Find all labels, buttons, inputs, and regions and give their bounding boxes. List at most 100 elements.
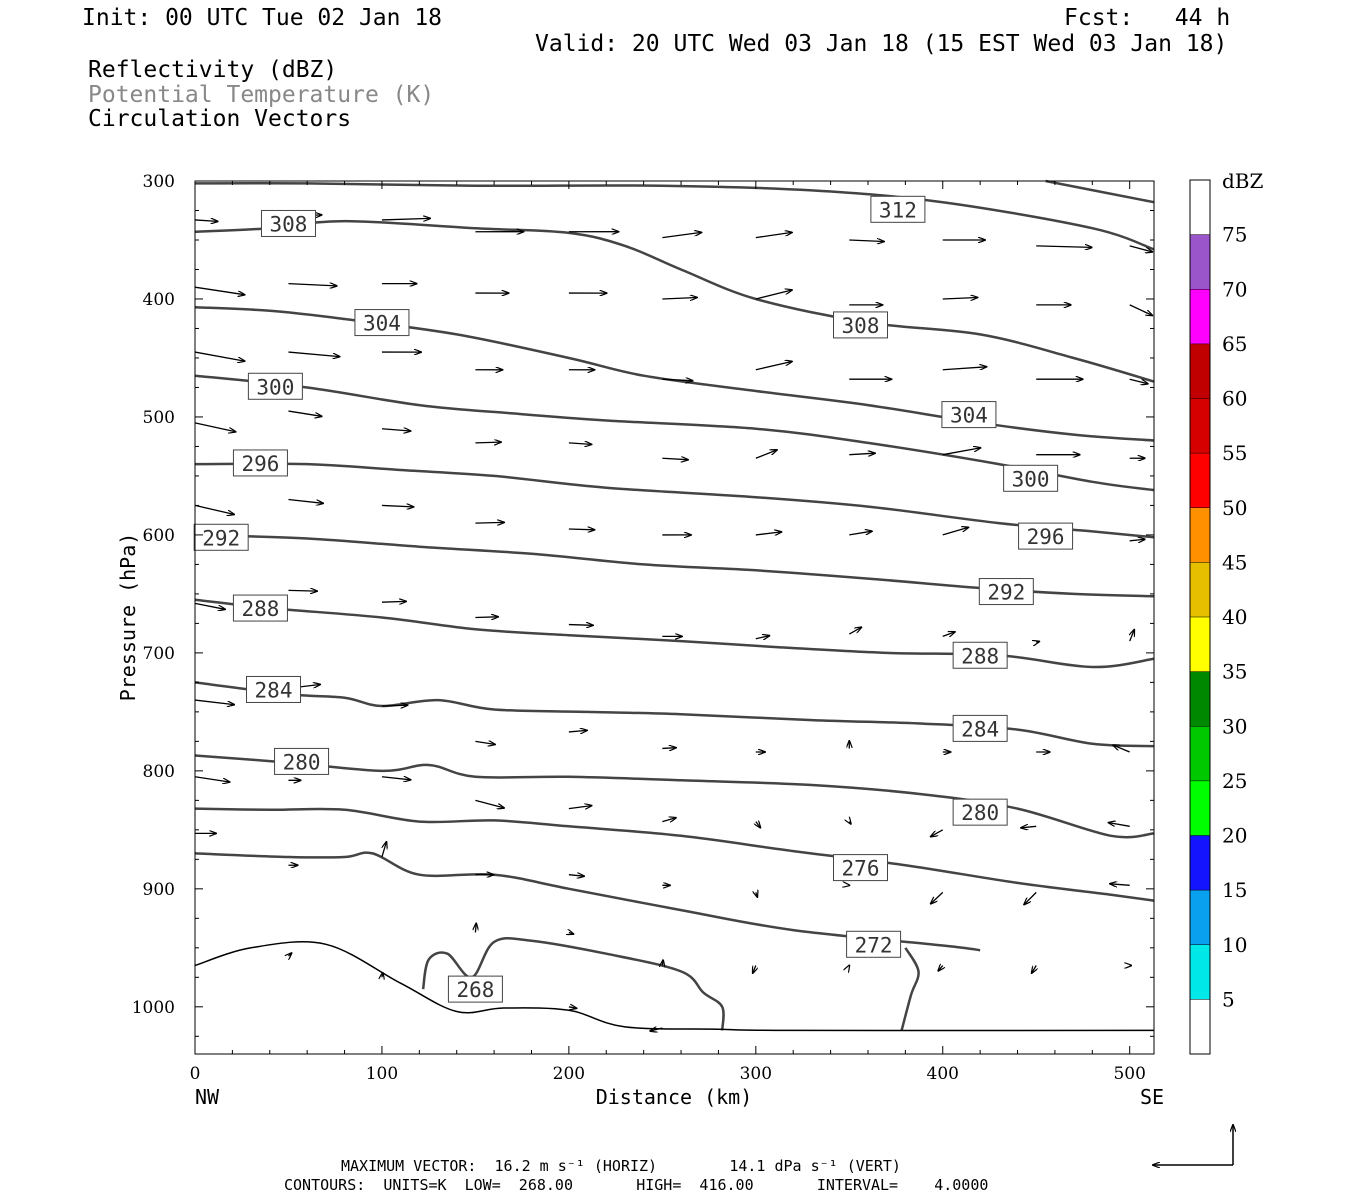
contour-label-284: 284 — [246, 675, 302, 703]
colorbar-tick-label: 65 — [1222, 332, 1247, 356]
y-tick-label: 900 — [143, 880, 175, 900]
reference-vector-icon — [1153, 1125, 1233, 1165]
circulation-vector — [1109, 823, 1130, 827]
circulation-vector — [755, 290, 792, 300]
x-tick-label: 400 — [927, 1064, 959, 1084]
y-tick-label: 800 — [143, 762, 175, 782]
contour-label-312: 312 — [870, 195, 926, 223]
contour-label-text: 284 — [961, 717, 999, 741]
contour-label-292: 292 — [193, 523, 249, 551]
contour-label-box — [447, 975, 503, 1003]
colorbar-swatch — [1190, 671, 1210, 727]
contour-label-box — [978, 578, 1034, 606]
forecast-hour: Fcst: 44 h — [1064, 5, 1231, 31]
contour-label-308: 308 — [833, 311, 889, 339]
circulation-vector — [942, 298, 978, 299]
circulation-vector — [1129, 245, 1153, 252]
circulation-vector — [662, 748, 675, 749]
contour-label-296: 296 — [232, 449, 288, 477]
circulation-vector — [1129, 378, 1148, 384]
max-vector-info: MAXIMUM VECTOR: 16.2 m s⁻¹ (HORIZ) 14.1 … — [341, 1157, 901, 1175]
circulation-vector — [662, 379, 692, 381]
theta-contour-280 — [194, 754, 1155, 839]
x-tick-label: 200 — [553, 1064, 585, 1084]
circulation-vector — [755, 636, 769, 639]
theta-contour-288 — [194, 598, 1155, 669]
circulation-vector — [662, 818, 675, 822]
colorbar-outline — [1189, 179, 1211, 1055]
circulation-vector — [931, 829, 944, 837]
theta-contour-276 — [194, 807, 1155, 902]
x-tick-label: 0 — [190, 1064, 201, 1084]
valid-time: Valid: 20 UTC Wed 03 Jan 18 (15 EST Wed … — [535, 31, 1228, 57]
circulation-vector — [1129, 304, 1153, 316]
x-tick-label: 500 — [1113, 1064, 1145, 1084]
contour-label-text: 296 — [1027, 525, 1065, 549]
circulation-vector — [475, 924, 476, 933]
contour-label-300: 300 — [1003, 464, 1059, 492]
colorbar-swatch — [1190, 562, 1210, 617]
contour-label-272: 272 — [846, 930, 902, 958]
circulation-vector — [568, 529, 595, 530]
colorbar-swatch — [1190, 835, 1210, 891]
circulation-vector — [755, 532, 781, 535]
circulation-vector — [569, 932, 574, 934]
circulation-vector — [475, 741, 494, 744]
x-tick-label: 300 — [740, 1064, 772, 1084]
circulation-vector — [849, 453, 875, 454]
circulation-vector — [662, 232, 701, 239]
colorbar-swatch — [1190, 617, 1210, 672]
contour-label-text: 268 — [456, 978, 494, 1002]
contour-info: CONTOURS: UNITS=K LOW= 268.00 HIGH= 416.… — [284, 1176, 989, 1194]
contour-label-text: 308 — [842, 314, 880, 338]
circulation-vector — [568, 1007, 577, 1008]
contour-label-box — [232, 594, 288, 622]
contour-label-text: 300 — [256, 375, 294, 399]
circulation-vector — [1129, 539, 1145, 541]
circulation-vector — [662, 960, 663, 965]
field-potential-temperature: Potential Temperature (K) — [88, 82, 435, 108]
colorbar-tick-label: 40 — [1222, 605, 1247, 629]
circulation-vector — [288, 590, 317, 591]
theta-contour-268 — [900, 947, 920, 1031]
x-right-end-label: SE — [1140, 1085, 1164, 1109]
circulation-vector — [755, 362, 792, 371]
contour-label-box — [833, 854, 889, 882]
circulation-vector — [1021, 826, 1037, 827]
theta-contour-304 — [194, 305, 1155, 442]
circulation-vector — [381, 705, 407, 706]
colorbar-swatch — [1190, 890, 1210, 945]
circulation-vector — [1036, 246, 1091, 248]
contour-label-text: 296 — [241, 452, 279, 476]
contour-label-text: 308 — [270, 212, 308, 236]
circulation-vector — [568, 443, 592, 445]
colorbar-swatch — [1190, 289, 1210, 344]
y-tick-label: 400 — [143, 290, 175, 310]
contour-label-box — [1018, 522, 1074, 550]
colorbar-tick-label: 60 — [1222, 387, 1247, 411]
contour-label-box — [354, 309, 410, 337]
theta-contour-284 — [194, 681, 1155, 748]
circulation-vector — [756, 892, 757, 897]
contour-label-304: 304 — [941, 401, 997, 429]
colorbar-tick-label: 70 — [1222, 277, 1247, 301]
contour-label-284: 284 — [952, 714, 1008, 742]
circulation-vector — [194, 286, 245, 295]
y-tick-label: 300 — [143, 172, 175, 192]
colorbar-tick-label: 75 — [1222, 223, 1247, 247]
circulation-vector — [755, 450, 777, 459]
circulation-vector — [755, 232, 792, 239]
contour-label-288: 288 — [952, 641, 1008, 669]
contour-label-box — [274, 747, 330, 775]
contour-label-268: 268 — [447, 975, 503, 1003]
colorbar-swatch — [1190, 780, 1210, 836]
circulation-vector — [849, 240, 884, 242]
circulation-vector — [942, 367, 987, 371]
theta-contour-308 — [194, 219, 1155, 383]
circulation-vector — [1110, 884, 1130, 885]
circulation-vector — [753, 965, 756, 973]
x-axis-label: Distance (km) — [596, 1085, 753, 1109]
colorbar-tick-label: 20 — [1222, 824, 1247, 848]
colorbar-swatch — [1190, 398, 1210, 454]
